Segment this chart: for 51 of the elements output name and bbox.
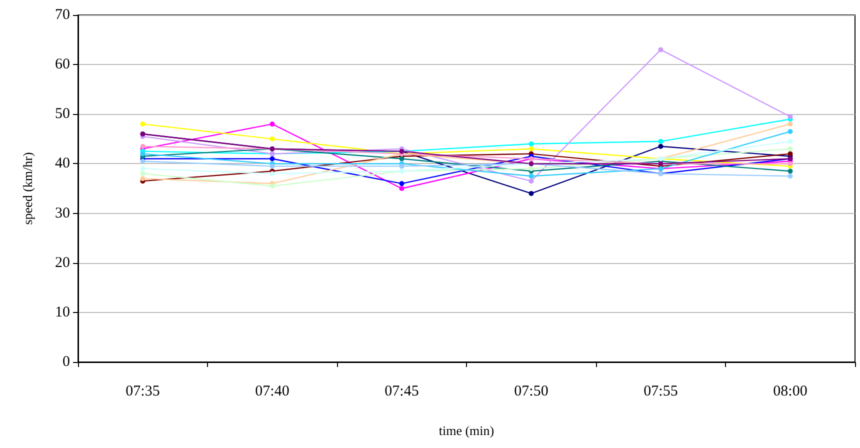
point	[788, 128, 793, 134]
point	[399, 156, 404, 162]
y-tick-label: 30	[55, 205, 70, 222]
x-tick-label: 07:50	[514, 384, 548, 400]
point	[399, 186, 404, 191]
point	[528, 174, 534, 179]
point	[399, 164, 404, 169]
point	[140, 176, 146, 182]
point	[528, 190, 534, 196]
y-tick-label: 40	[55, 156, 70, 172]
point	[788, 168, 793, 174]
point	[528, 146, 534, 152]
point	[270, 136, 275, 142]
point	[788, 138, 793, 144]
x-axis-title: time (min)	[438, 423, 494, 438]
point	[658, 144, 664, 149]
point	[270, 171, 275, 176]
y-axis-title: speed (km/hr)	[20, 152, 35, 225]
point	[528, 166, 534, 172]
y-tick-label: 60	[55, 56, 70, 73]
point	[528, 178, 534, 184]
y-tick-label: 0	[62, 354, 70, 370]
x-tick-label: 07:40	[255, 384, 290, 400]
point	[788, 122, 793, 127]
point	[399, 181, 404, 186]
point	[788, 114, 793, 120]
x-tick-label: 07:35	[126, 384, 160, 400]
point	[788, 161, 793, 166]
point	[140, 166, 146, 172]
point	[788, 146, 793, 152]
point	[270, 164, 275, 169]
point	[140, 158, 146, 164]
point	[140, 122, 146, 127]
y-tick-label: 20	[55, 254, 70, 271]
point	[140, 144, 146, 149]
point	[270, 184, 275, 189]
point	[140, 171, 146, 176]
point	[270, 122, 275, 127]
point	[528, 141, 534, 146]
point	[658, 47, 664, 52]
x-tick-label: 08:00	[773, 384, 808, 400]
point	[788, 174, 793, 179]
point	[658, 138, 664, 144]
y-tick-label: 50	[55, 106, 70, 122]
point	[270, 156, 275, 162]
y-tick-label: 10	[55, 304, 70, 320]
x-tick-label: 07:55	[644, 384, 678, 400]
x-tick-label: 07:45	[384, 384, 419, 400]
y-tick-label: 70	[55, 7, 70, 23]
point	[788, 151, 793, 156]
point	[140, 151, 146, 156]
